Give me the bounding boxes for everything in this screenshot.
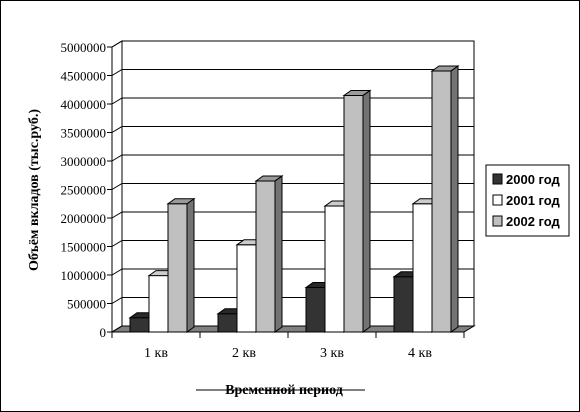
bar-side <box>450 64 459 333</box>
gridline <box>111 69 474 76</box>
legend-swatch <box>492 173 503 185</box>
bar-front <box>305 287 326 333</box>
bar-front <box>412 203 433 333</box>
bar <box>430 64 460 333</box>
legend-item: 2001 год <box>492 193 561 208</box>
x-tick-label: 3 кв <box>320 346 344 361</box>
x-axis-title: Временной период <box>225 383 343 398</box>
legend-swatch <box>492 215 503 227</box>
y-tick-label: 3500000 <box>61 126 107 141</box>
legend-item: 2000 год <box>492 172 561 187</box>
x-tick-label: 1 кв <box>144 346 168 361</box>
bar-top <box>430 65 460 72</box>
bar-front <box>217 313 238 333</box>
bar <box>254 174 284 333</box>
bar-front <box>167 203 188 333</box>
bar-side <box>274 174 283 333</box>
y-tick-label: 1500000 <box>61 240 107 255</box>
y-tick-label: 4500000 <box>61 69 107 84</box>
legend: 2000 год 2001 год 2002 год <box>485 164 570 237</box>
y-tick-label: 2000000 <box>61 211 107 226</box>
legend-swatch <box>492 194 503 206</box>
y-tick-label: 5000000 <box>61 40 107 55</box>
gridline <box>111 40 474 48</box>
y-tick-label: 0 <box>100 325 107 340</box>
y-tick-label: 2500000 <box>61 183 107 198</box>
x-tick-label: 2 кв <box>232 346 256 361</box>
bar-front <box>148 275 169 333</box>
bar-front <box>431 70 452 333</box>
bar-front <box>129 317 150 333</box>
bar-front <box>324 205 345 333</box>
bar-top <box>254 175 284 182</box>
y-tick-label: 1000000 <box>61 268 107 283</box>
bar-front <box>393 276 414 333</box>
legend-item: 2002 год <box>492 214 561 229</box>
legend-label: 2000 год <box>506 172 561 187</box>
bar <box>342 89 372 333</box>
bar-side <box>362 89 371 333</box>
x-axis-ticks: 1 кв 2 кв 3 кв 4 кв <box>111 331 465 361</box>
bar <box>166 197 196 333</box>
x-axis-title-group: Временной период <box>196 383 365 398</box>
y-tick-label: 3000000 <box>61 154 107 169</box>
y-tick-label: 500000 <box>67 297 106 312</box>
bar-front <box>236 244 257 333</box>
bar-front <box>343 94 364 333</box>
bar-front <box>255 180 276 333</box>
bar-top <box>342 89 372 96</box>
legend-label: 2002 год <box>506 214 561 229</box>
y-axis-title: Объём вкладов (тыс.руб.) <box>27 109 42 271</box>
x-tick-label: 4 кв <box>408 346 432 361</box>
bar-side <box>186 197 195 333</box>
legend-label: 2001 год <box>506 193 561 208</box>
y-tick-label: 4000000 <box>61 97 107 112</box>
bar-top <box>166 198 196 205</box>
y-axis-ticks: 0 500000 1000000 1500000 2000000 2500000 30000… <box>61 40 113 340</box>
